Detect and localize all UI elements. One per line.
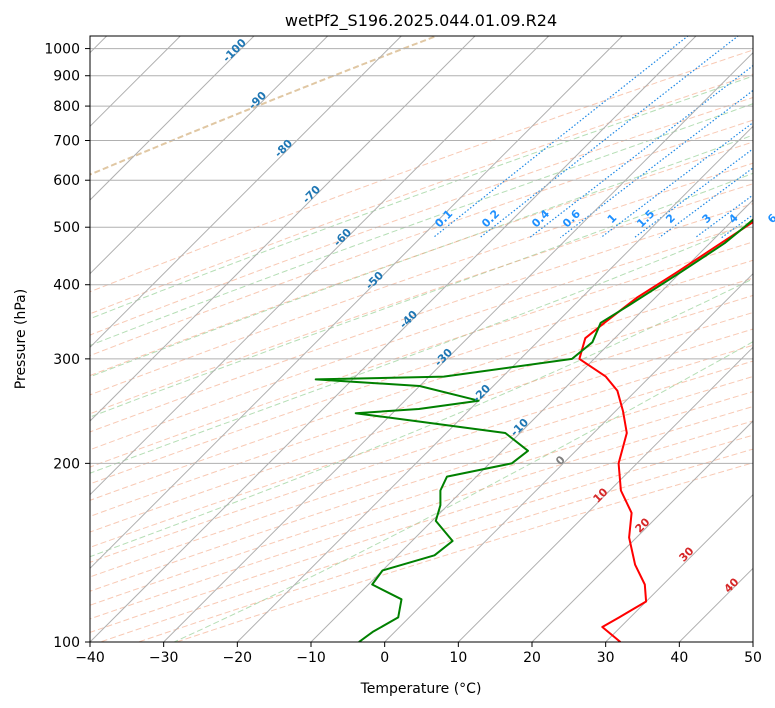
- isotherm-line: [90, 36, 402, 349]
- moist-adiabat-line: [90, 220, 753, 474]
- dry-adiabat-line: [90, 162, 753, 396]
- y-tick-label: 100: [53, 635, 80, 651]
- y-tick-label: 900: [53, 69, 80, 85]
- moist-adiabat-line: [173, 341, 753, 642]
- temperature-profile-line: [578, 220, 753, 642]
- dry-adiabat-line: [90, 241, 753, 468]
- pressure-gridlines: [90, 48, 753, 642]
- profile-series: [314, 218, 753, 642]
- isotherm-line: [90, 36, 697, 642]
- mixing-ratio-label: 6: [765, 211, 775, 226]
- isotherm-line: [310, 199, 753, 642]
- dry-adiabat-line: [90, 375, 753, 592]
- isotherm-line: [90, 36, 476, 422]
- mixing-ratio-line: [633, 148, 753, 239]
- x-tick-label: −40: [75, 650, 105, 666]
- isotherm-line: [90, 36, 255, 201]
- skewed-isotherms: [90, 36, 753, 642]
- isotherm-line: [384, 272, 753, 642]
- isotherm-line: [90, 36, 550, 496]
- x-tick-label: −20: [223, 650, 253, 666]
- isotherm-line: [236, 125, 753, 642]
- y-tick-label: 600: [53, 173, 80, 189]
- y-tick-label: 400: [53, 278, 80, 294]
- dry-adiabat-line: [90, 222, 753, 451]
- isotherm-line: [457, 346, 753, 642]
- x-tick-label: 20: [523, 650, 541, 666]
- plot-frame: [89, 35, 754, 643]
- dewpoint-profile-line: [314, 218, 753, 642]
- y-tick-label: 1000: [44, 42, 80, 58]
- dry-adiabat-line: [90, 328, 753, 548]
- y-axis-ticks: 100 200 300 400 500 600 700 800 900 1000: [44, 42, 90, 651]
- x-tick-label: 10: [449, 650, 467, 666]
- mixing-ratio-lines: [432, 34, 775, 239]
- moist-adiabats: [90, 75, 753, 642]
- dry-adiabat-line: [90, 311, 753, 533]
- mixing-ratio-line: [479, 36, 740, 239]
- dry-adiabat-line: [90, 360, 753, 578]
- x-axis-label: Temperature (°C): [360, 681, 482, 697]
- y-tick-label: 300: [53, 352, 80, 368]
- isotherm-line: [90, 36, 329, 275]
- dry-adiabat-line: [90, 183, 753, 415]
- x-tick-label: 50: [744, 650, 762, 666]
- moist-adiabat-line: [90, 278, 753, 558]
- isotherm-line: [90, 36, 623, 570]
- plot-background: [90, 36, 753, 642]
- mixing-ratio-line: [559, 89, 753, 239]
- y-tick-label: 200: [53, 456, 80, 472]
- x-tick-label: −30: [149, 650, 179, 666]
- dry-adiabat-line: [90, 49, 753, 293]
- x-tick-label: 0: [380, 650, 389, 666]
- x-tick-label: 30: [597, 650, 615, 666]
- isotherm-line: [163, 51, 753, 642]
- isotherm-line: [752, 641, 753, 642]
- y-tick-label: 500: [53, 220, 80, 236]
- x-axis-ticks: −40 −30 −20 −10 0 10 20 30 40 50: [75, 642, 762, 666]
- moist-adiabat-line: [90, 103, 753, 347]
- dry-adiabats: [90, 36, 753, 642]
- isotherm-line: [605, 493, 753, 642]
- dry-adiabat-line: [90, 141, 753, 377]
- x-tick-label: 40: [670, 650, 688, 666]
- chart-title: wetPf2_S196.2025.044.01.09.R24: [285, 11, 557, 31]
- y-tick-label: 800: [53, 99, 80, 115]
- dry-adiabat-line: [90, 277, 753, 501]
- x-tick-label: −10: [296, 650, 326, 666]
- mixing-ratio-line: [760, 34, 775, 238]
- y-axis-label: Pressure (hPa): [13, 289, 29, 389]
- mixing-ratio-line: [432, 36, 689, 239]
- y-tick-label: 700: [53, 133, 80, 149]
- dry-adiabat-line: [90, 119, 753, 357]
- isotherm-line: [531, 420, 753, 642]
